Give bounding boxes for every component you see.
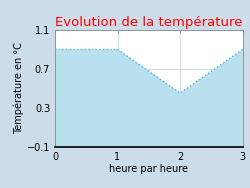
- Y-axis label: Température en °C: Température en °C: [14, 42, 24, 134]
- X-axis label: heure par heure: heure par heure: [109, 164, 188, 174]
- Title: Evolution de la température: Evolution de la température: [55, 16, 242, 29]
